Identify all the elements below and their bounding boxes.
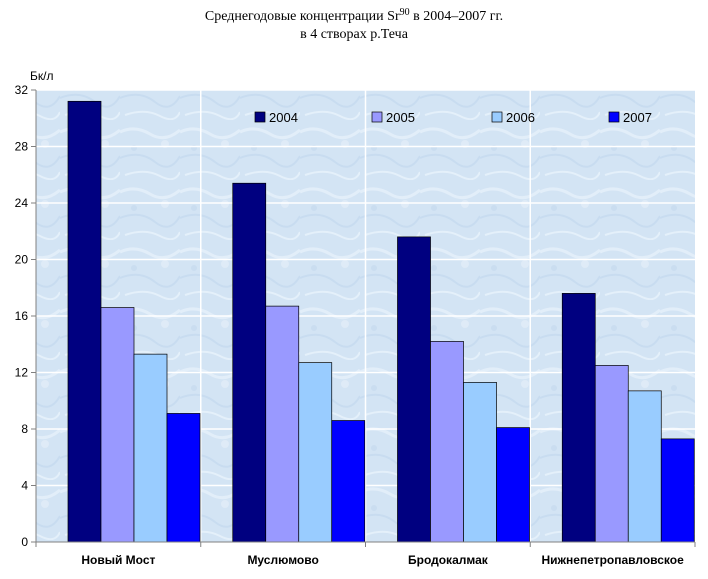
y-tick-label: 16 (15, 309, 29, 323)
x-tick-label: Бродокалмак (408, 553, 489, 567)
bar-2007-3 (496, 427, 530, 543)
bar-2005-1 (100, 307, 135, 543)
bar-2004-4 (561, 293, 596, 543)
legend-swatch-2006 (491, 111, 503, 123)
bar-2006-3 (463, 382, 497, 543)
y-tick-label: 4 (21, 479, 28, 493)
bars (67, 100, 695, 543)
chart-title: Среднегодовые концентрации Sr90 в 2004–2… (0, 8, 708, 44)
legend-label-2005: 2005 (386, 110, 415, 125)
x-tick-label: Нижнепетропавловское (541, 553, 684, 567)
bar-2007-2 (331, 420, 366, 543)
bar-2006-4 (627, 390, 662, 543)
bar-2004-2 (232, 182, 267, 543)
title-superscript: 90 (399, 7, 410, 18)
y-tick-label: 20 (15, 253, 29, 267)
x-tick-label: Новый Мост (81, 553, 155, 567)
axes: 0 4 8 12 16 20 24 28 32 Новый Мост Муслюмово Бродок… (15, 69, 696, 567)
bar-2006-1 (133, 353, 168, 543)
x-tick-label: Муслюмово (247, 553, 318, 567)
y-axis-label: Бк/л (30, 69, 53, 83)
y-tick-label: 32 (15, 83, 29, 97)
bar-2007-4 (660, 438, 695, 543)
y-tick-label: 8 (21, 422, 28, 436)
chart-title-line1: Среднегодовые концентрации Sr90 в 2004–2… (0, 8, 708, 26)
legend-label-2006: 2006 (506, 110, 535, 125)
chart-title-line2: в 4 створах р.Теча (300, 27, 408, 42)
legend-label-2007: 2007 (623, 110, 652, 125)
bar-2005-3 (430, 341, 464, 543)
bar-2005-2 (265, 305, 300, 543)
y-tick-label: 28 (15, 140, 29, 154)
y-tick-label: 0 (21, 535, 28, 549)
title-prefix: Среднегодовые концентрации Sr (204, 9, 400, 24)
y-tick-label: 24 (15, 196, 29, 210)
bar-2005-4 (594, 365, 629, 543)
bar-2004-3 (397, 236, 431, 543)
y-tick-label: 12 (15, 366, 29, 380)
bar-2006-2 (298, 362, 333, 543)
bar-2007-1 (166, 413, 201, 543)
legend: 2004 2005 2006 2007 (254, 110, 652, 125)
legend-swatch-2004 (254, 111, 266, 123)
legend-label-2004: 2004 (269, 110, 298, 125)
legend-swatch-2007 (608, 111, 620, 123)
legend-swatch-2005 (371, 111, 383, 123)
title-suffix: в 2004–2007 гг. (409, 9, 504, 24)
bar-2004-1 (67, 100, 102, 543)
